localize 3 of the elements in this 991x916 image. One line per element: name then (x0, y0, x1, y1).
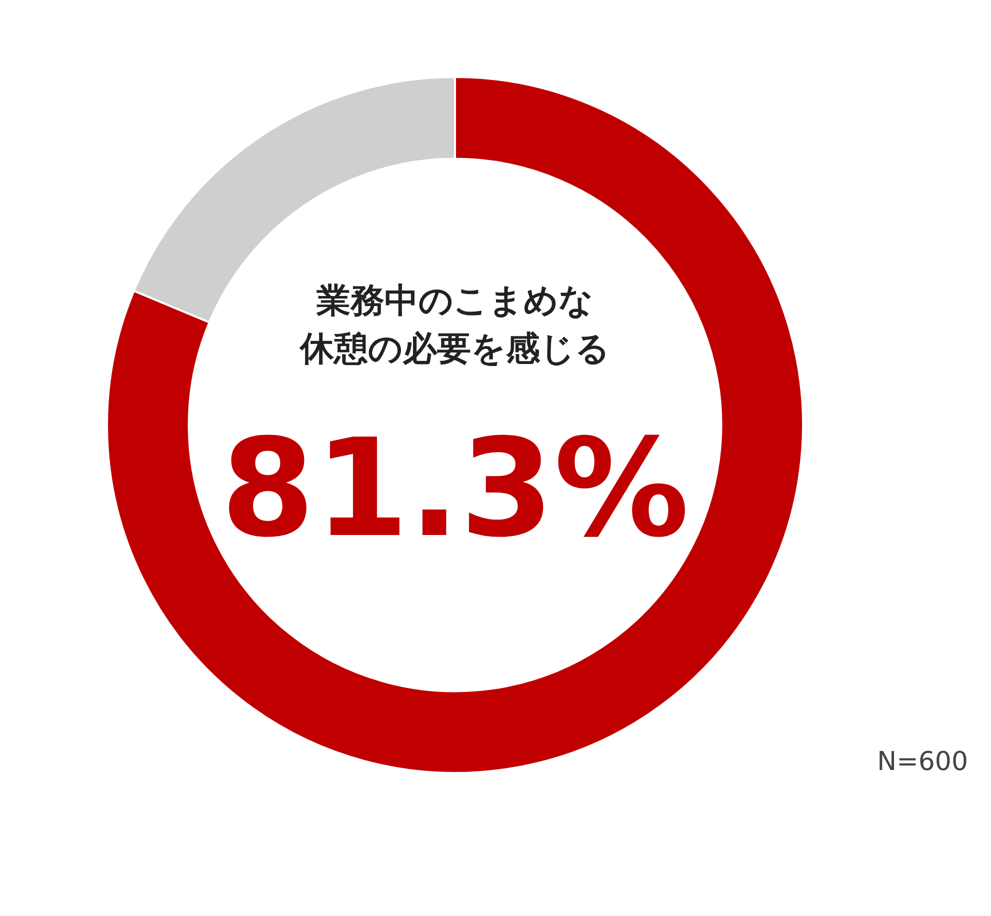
data-label: 81.3% (220, 410, 690, 567)
text: N=600 (877, 747, 968, 777)
text: 業務中のこまめな休憩の必要を感じる (298, 281, 610, 369)
